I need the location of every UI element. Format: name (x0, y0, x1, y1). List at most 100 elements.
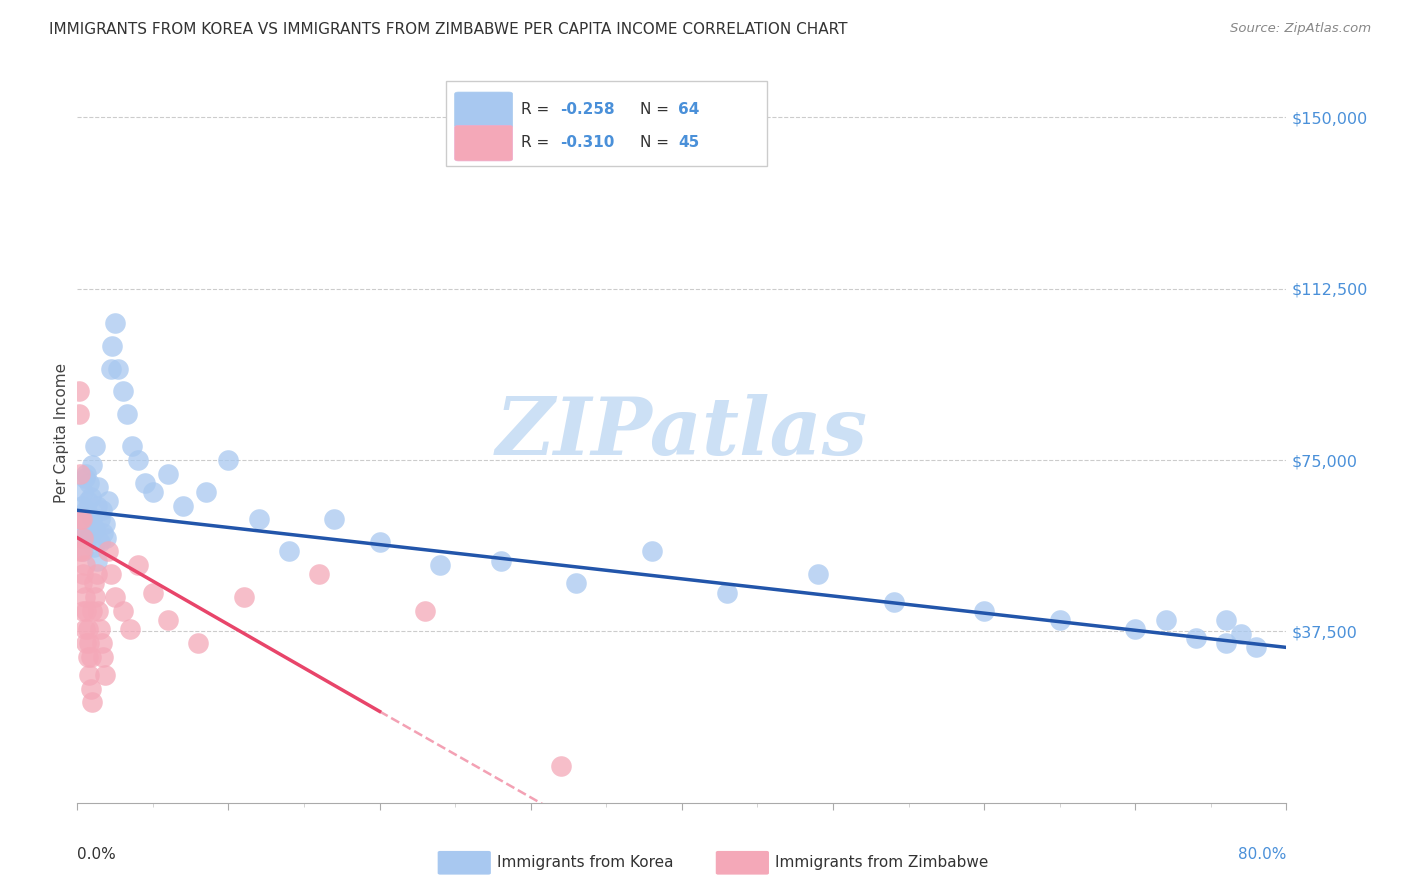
Point (323, 512, 346, 526)
Text: 64: 64 (678, 102, 700, 117)
Point (91, 649, 114, 664)
Point (90, 636, 112, 650)
Point (79, 508, 101, 522)
Point (94, 531, 117, 545)
Point (70, 576, 93, 591)
Text: R =: R = (522, 135, 554, 150)
Point (67, 384, 90, 399)
Point (641, 544, 664, 558)
Point (69, 467, 91, 481)
Point (308, 567, 330, 582)
Point (565, 576, 588, 591)
Point (79, 668, 101, 682)
Point (72, 531, 94, 545)
Point (550, 759, 572, 773)
Point (107, 361, 129, 376)
Point (73, 522, 96, 536)
Point (120, 622, 142, 636)
Text: -0.310: -0.310 (560, 135, 614, 150)
FancyBboxPatch shape (454, 126, 513, 161)
FancyBboxPatch shape (716, 851, 769, 875)
Point (716, 585, 738, 599)
Point (84, 522, 107, 536)
Point (1184, 632, 1206, 646)
Point (75, 604, 97, 618)
Point (70, 544, 93, 558)
Point (1230, 626, 1253, 640)
FancyBboxPatch shape (437, 851, 491, 875)
Point (91, 526, 114, 541)
Point (93, 516, 115, 531)
Point (83, 540, 105, 554)
Point (80, 490, 103, 504)
Point (67, 408, 90, 422)
Text: ZIPatlas: ZIPatlas (496, 394, 868, 471)
Point (157, 467, 180, 481)
Point (127, 558, 149, 573)
Point (80, 526, 103, 541)
Point (134, 475, 156, 490)
Point (89, 622, 111, 636)
Point (104, 590, 127, 604)
Point (157, 613, 180, 627)
Point (100, 567, 122, 582)
Point (429, 558, 451, 573)
Point (77, 494, 100, 508)
Point (121, 439, 143, 453)
Point (883, 595, 905, 609)
Text: 0.0%: 0.0% (77, 847, 117, 863)
Point (82, 458, 104, 472)
Point (73, 558, 96, 573)
Point (973, 604, 995, 618)
Text: 80.0%: 80.0% (1239, 847, 1286, 863)
Text: Immigrants from Zimbabwe: Immigrants from Zimbabwe (775, 855, 988, 871)
Point (1154, 613, 1177, 627)
Text: Immigrants from Korea: Immigrants from Korea (496, 855, 673, 871)
Point (187, 636, 209, 650)
Point (93, 668, 115, 682)
Point (80, 649, 103, 664)
Point (90, 503, 112, 517)
Point (96, 544, 118, 558)
Point (101, 339, 124, 353)
Point (489, 553, 512, 567)
Point (1215, 613, 1237, 627)
Point (278, 544, 301, 558)
FancyBboxPatch shape (446, 81, 766, 166)
Point (77, 531, 100, 545)
Point (127, 453, 149, 467)
Point (82, 512, 104, 526)
Text: 45: 45 (678, 135, 700, 150)
Point (73, 471, 96, 485)
Point (84, 439, 107, 453)
Y-axis label: Per Capita Income: Per Capita Income (53, 362, 69, 503)
Point (368, 535, 391, 549)
Point (84, 590, 107, 604)
Text: Source: ZipAtlas.com: Source: ZipAtlas.com (1230, 22, 1371, 36)
Point (72, 544, 94, 558)
Point (75, 503, 97, 517)
Point (89, 512, 111, 526)
Point (79, 636, 101, 650)
Text: -0.258: -0.258 (560, 102, 614, 117)
Point (70, 499, 93, 513)
Point (79, 475, 101, 490)
Point (69, 512, 91, 526)
Point (115, 408, 138, 422)
Point (100, 361, 122, 376)
Point (77, 622, 100, 636)
Point (111, 604, 134, 618)
Point (83, 576, 105, 591)
Point (1123, 622, 1146, 636)
Point (69, 512, 91, 526)
Point (70, 531, 93, 545)
Text: IMMIGRANTS FROM KOREA VS IMMIGRANTS FROM ZIMBABWE PER CAPITA INCOME CORRELATION : IMMIGRANTS FROM KOREA VS IMMIGRANTS FROM… (49, 22, 848, 37)
Point (104, 316, 127, 330)
Point (142, 485, 165, 500)
Point (96, 494, 118, 508)
Point (69, 544, 91, 558)
Point (73, 622, 96, 636)
Point (87, 604, 110, 618)
Point (86, 553, 108, 567)
Point (172, 499, 194, 513)
